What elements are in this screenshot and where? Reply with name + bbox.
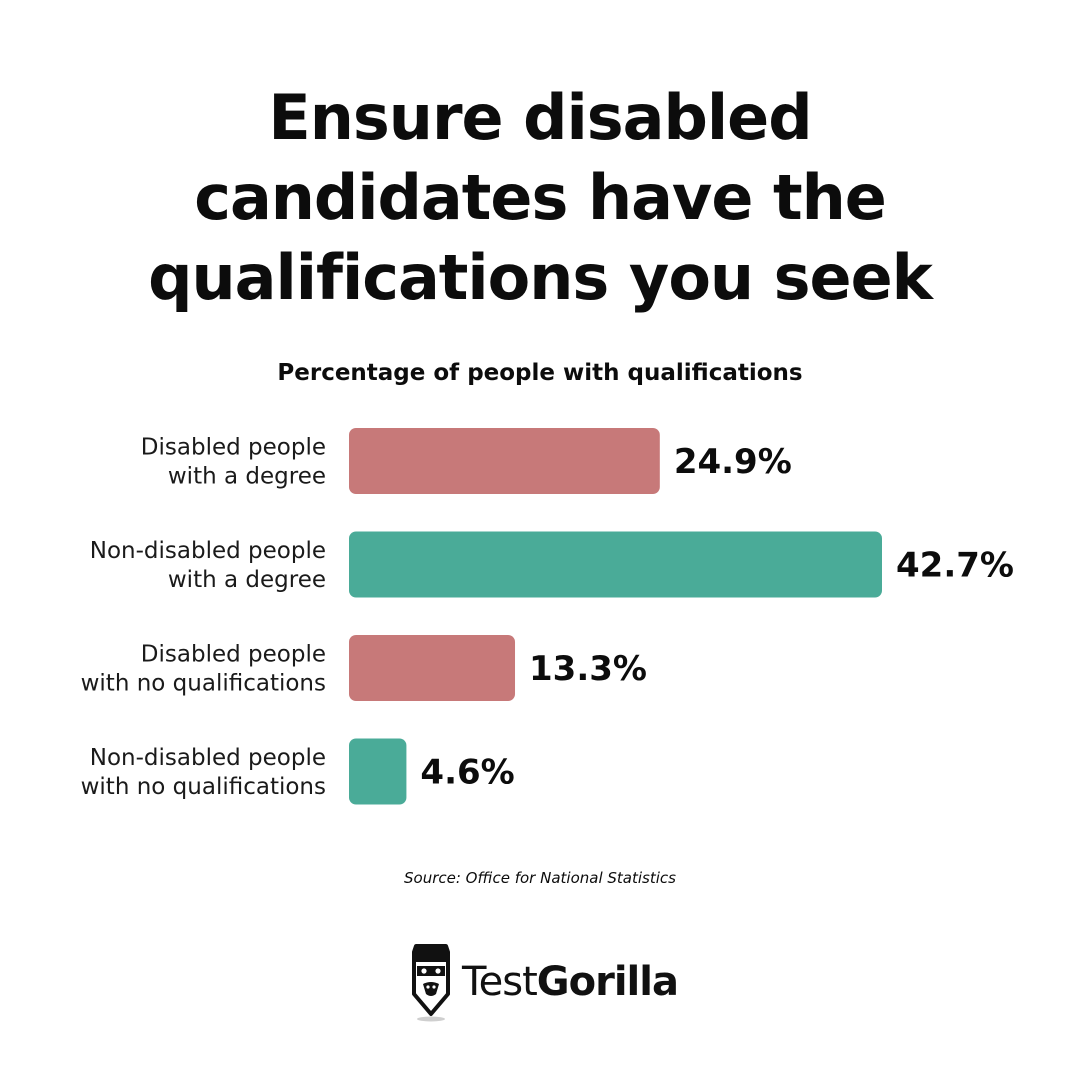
source-note: Source: Office for National Statistics [404,869,676,887]
logo-word-gorilla: Gorilla [536,959,679,1005]
bar-3 [349,635,516,701]
logo-wordmark: TestGorilla [462,959,679,1005]
headline-line-1: Ensure disabled [268,81,812,154]
value-label-1: 24.9% [674,442,792,482]
category-label-2-line-2: with a degree [168,567,326,593]
bar-1 [349,428,660,494]
headline-line-3: qualifications you seek [148,241,933,314]
value-label-3: 13.3% [529,649,647,689]
bar-2 [349,531,882,598]
gorilla-head-icon [412,944,450,1022]
headline: Ensure disabled candidates have the qual… [0,78,1080,318]
value-label-2: 42.7% [896,546,1014,586]
category-label-3-line-1: Disabled people [141,642,326,668]
testgorilla-logo: TestGorilla [408,940,679,1024]
category-label-4-line-1: Non-disabled people [90,745,326,771]
bar-4 [349,738,407,805]
category-label-1-line-1: Disabled people [141,435,326,461]
logo-word-test: Test [462,959,538,1005]
category-label-4-line-2: with no qualifications [81,774,326,800]
chart-title: Percentage of people with qualifications [277,360,803,386]
value-label-4: 4.6% [420,753,514,793]
category-label-2-line-1: Non-disabled people [90,538,326,564]
category-label-3-line-2: with no qualifications [81,671,326,697]
category-label-1-line-2: with a degree [168,464,326,490]
headline-line-2: candidates have the [194,161,887,234]
